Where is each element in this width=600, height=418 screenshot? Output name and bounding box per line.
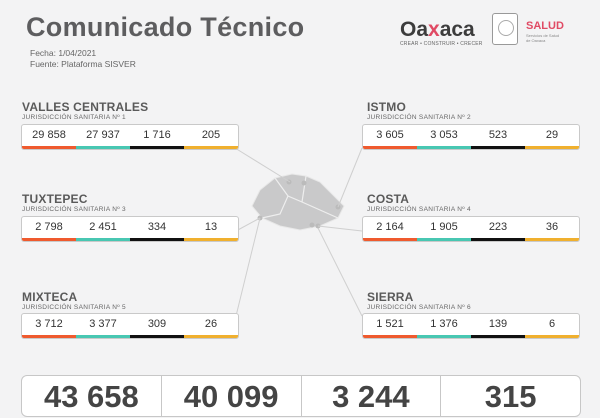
government-seal-icon [492,13,518,45]
stat-cell: 26 [184,314,238,338]
stat-cell: 3 712 [22,314,76,338]
stat-cell: 1 376 [417,314,471,338]
stat-cell: 3 605 [363,125,417,149]
stat-cell: 13 [184,217,238,241]
region-stats-sierra: 1 521 1 376 139 6 [362,313,580,339]
stat-cell: 29 [525,125,579,149]
region-stats-tuxtepec: 2 798 2 451 334 13 [21,216,239,242]
total-value: 3 244 [302,376,442,416]
stat-cell: 3 053 [417,125,471,149]
oaxaca-map-icon [251,173,345,231]
stat-cell: 36 [525,217,579,241]
stat-cell: 334 [130,217,184,241]
stat-cell: 2 164 [363,217,417,241]
total-value: 43 658 [22,376,162,416]
report-date: Fecha: 1/04/2021 [30,48,97,58]
total-value: 40 099 [162,376,302,416]
salud-logo-subtext: Servicios de Salud de Oaxaca [526,33,560,43]
stat-cell: 309 [130,314,184,338]
jurisdiction-label: JURISDICCIÓN SANITARIA Nº 5 [22,304,126,311]
report-source: Fuente: Plataforma SISVER [30,59,136,69]
stat-cell: 223 [471,217,525,241]
page-title: Comunicado Técnico [26,12,305,42]
region-name-mixteca: MIXTECA [22,290,78,304]
region-stats-istmo: 3 605 3 053 523 29 [362,124,580,150]
oaxaca-tagline: CREAR • CONSTRUIR • CRECER [400,41,483,47]
region-stats-costa: 2 164 1 905 223 36 [362,216,580,242]
jurisdiction-label: JURISDICCIÓN SANITARIA Nº 4 [367,206,471,213]
stat-cell: 1 716 [130,125,184,149]
stat-cell: 139 [471,314,525,338]
stat-cell: 1 905 [417,217,471,241]
jurisdiction-label: JURISDICCIÓN SANITARIA Nº 1 [22,114,126,121]
connector-lines [234,147,363,317]
stat-cell: 2 451 [76,217,130,241]
jurisdiction-label: JURISDICCIÓN SANITARIA Nº 3 [22,206,126,213]
stat-cell: 27 937 [76,125,130,149]
stat-cell: 6 [525,314,579,338]
region-name-sierra: SIERRA [367,290,414,304]
stat-cell: 3 377 [76,314,130,338]
region-name-costa: COSTA [367,192,410,206]
region-name-valles-centrales: VALLES CENTRALES [22,100,149,114]
jurisdiction-label: JURISDICCIÓN SANITARIA Nº 6 [367,304,471,311]
region-name-istmo: ISTMO [367,100,406,114]
oaxaca-logo: Oaxaca [400,18,475,41]
stat-cell: 2 798 [22,217,76,241]
jurisdiction-label: JURISDICCIÓN SANITARIA Nº 2 [367,114,471,121]
region-stats-mixteca: 3 712 3 377 309 26 [21,313,239,339]
salud-logo: SALUD [526,20,564,32]
stat-cell: 1 521 [363,314,417,338]
region-stats-valles-centrales: 29 858 27 937 1 716 205 [21,124,239,150]
total-value: 315 [484,379,537,414]
stat-cell: 205 [184,125,238,149]
stat-cell: 29 858 [22,125,76,149]
region-name-tuxtepec: TUXTEPEC [22,192,88,206]
stat-cell: 523 [471,125,525,149]
totals-box: 43 658 40 099 3 244 315 [21,375,581,417]
